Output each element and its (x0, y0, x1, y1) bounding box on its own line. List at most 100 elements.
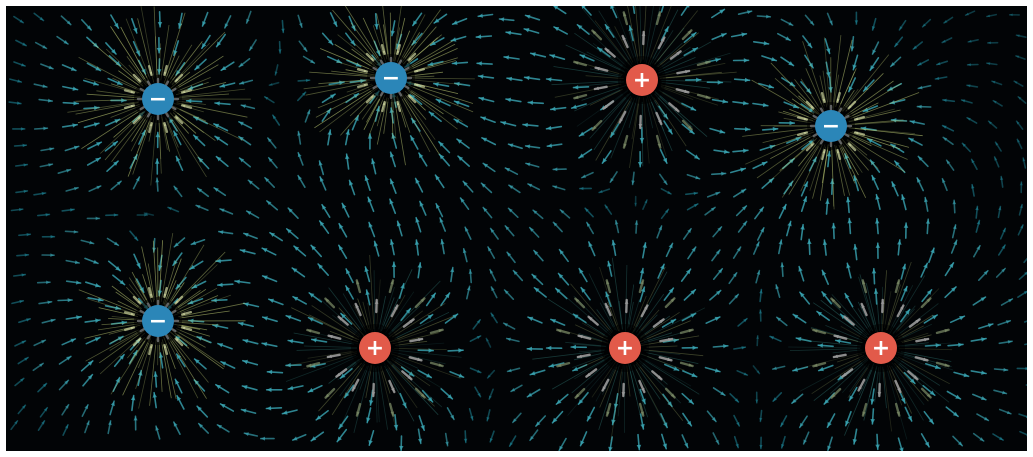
field-arrow (658, 173, 668, 186)
field-arrow (155, 425, 161, 440)
field-streak (150, 118, 157, 186)
charge-arrow (132, 73, 142, 83)
field-streak (314, 88, 376, 129)
field-arrow (297, 151, 304, 166)
field-arrow (131, 18, 138, 34)
field-arrow (411, 12, 423, 27)
field-arrow (129, 230, 139, 242)
field-arrow (759, 436, 763, 450)
field-arrow (808, 156, 818, 172)
field-arrow (15, 189, 29, 194)
field-arrow (944, 261, 955, 277)
field-arrow (432, 82, 450, 87)
charge-arrow (621, 34, 629, 49)
field-streak (800, 144, 823, 192)
field-streak (575, 81, 624, 87)
field-streak (641, 357, 700, 395)
negative-charge: − (134, 297, 182, 345)
field-arrow (15, 163, 29, 167)
field-arrow (1018, 271, 1027, 281)
field-arrow (444, 432, 449, 447)
field-arrow (220, 61, 235, 72)
field-streak (342, 293, 367, 333)
field-streak (344, 6, 382, 64)
field-streak (573, 343, 607, 347)
field-arrow (440, 238, 445, 255)
field-streak (104, 114, 145, 161)
field-arrow (792, 313, 807, 324)
field-arrow (238, 79, 254, 85)
field-arrow (951, 224, 957, 239)
field-arrow (450, 266, 455, 283)
field-streak (589, 92, 632, 139)
field-streak (646, 352, 699, 364)
field-arrow (1024, 343, 1027, 346)
field-arrow (752, 161, 768, 170)
field-arrow (523, 28, 540, 34)
field-arrow (546, 143, 563, 148)
field-arrow (348, 15, 356, 32)
charge-arrow (306, 361, 321, 368)
field-arrow (61, 403, 70, 416)
field-streak (337, 360, 361, 381)
field-streak (410, 71, 444, 77)
field-streak (638, 309, 660, 333)
field-arrow (453, 81, 471, 87)
field-arrow (433, 13, 448, 24)
field-streak (851, 127, 915, 134)
field-arrow (759, 288, 763, 303)
field-arrow (266, 369, 284, 375)
field-streak (384, 365, 415, 422)
field-arrow (65, 186, 79, 192)
field-streak (851, 306, 871, 333)
charge-arrow (676, 69, 691, 75)
charge-arrow (604, 302, 612, 317)
field-streak (85, 330, 141, 362)
field-arrow (970, 370, 987, 375)
field-arrow (1015, 120, 1024, 130)
field-arrow (712, 344, 729, 349)
field-arrow (681, 392, 695, 405)
charge-disc (815, 110, 847, 142)
field-arrow (998, 340, 1013, 345)
charge-arrow (853, 115, 865, 121)
field-arrow (504, 225, 515, 237)
field-arrow (389, 178, 397, 194)
field-arrow (265, 200, 279, 211)
charge-arrow (594, 66, 609, 72)
field-arrow (704, 206, 716, 216)
field-arrow (732, 100, 749, 106)
field-arrow (344, 129, 350, 146)
field-vectors (8, 6, 1027, 451)
field-streak (96, 90, 141, 98)
field-streak (78, 289, 139, 314)
field-arrow (736, 369, 749, 376)
field-arrow (887, 82, 903, 92)
field-arrow (528, 226, 540, 238)
field-streak (405, 48, 458, 72)
field-arrow (558, 437, 567, 451)
field-arrow (862, 79, 875, 92)
field-streak (293, 332, 354, 345)
charge-disc (359, 332, 391, 364)
charge-arrow (147, 287, 153, 299)
field-streak (178, 302, 246, 318)
charge-arrow (380, 44, 386, 56)
field-streak (357, 298, 369, 330)
field-streak (383, 97, 389, 134)
field-arrow (558, 248, 569, 263)
field-arrow (772, 391, 783, 403)
field-streak (802, 41, 825, 107)
field-arrow (175, 155, 184, 171)
field-arrow (755, 391, 759, 404)
field-arrow (267, 156, 278, 169)
field-streak (646, 95, 667, 157)
field-streak (396, 95, 411, 133)
field-streak (128, 277, 148, 305)
field-streak (127, 115, 152, 177)
field-streak (169, 41, 203, 84)
field-arrow (196, 187, 210, 198)
field-arrow (298, 40, 308, 52)
field-arrow (632, 6, 636, 14)
field-arrow (310, 244, 323, 258)
